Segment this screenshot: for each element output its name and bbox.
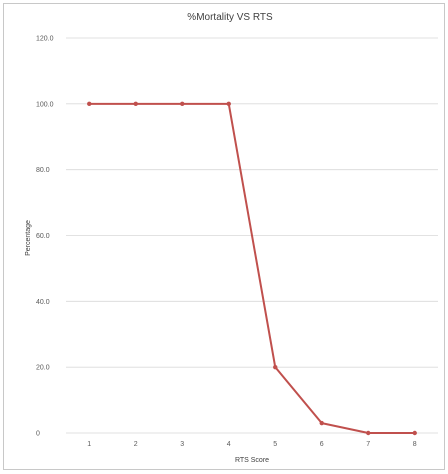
data-point [87, 101, 92, 107]
x-tick-label: 3 [180, 441, 184, 448]
x-tick-label: 7 [366, 441, 370, 448]
chart-title: %Mortality VS RTS [187, 12, 273, 23]
chart-frame [3, 3, 445, 470]
series-line [89, 102, 415, 434]
y-tick-label: 100.0 [36, 101, 54, 108]
y-tick-label: 120.0 [36, 36, 54, 43]
y-axis-ticks: 0 20.0 40.0 60.0 80.0 100.0 120.0 [36, 36, 54, 438]
y-tick-label: 80.0 [36, 167, 50, 174]
data-point [273, 364, 278, 370]
x-tick-label: 4 [227, 441, 231, 448]
series-layer [87, 101, 417, 436]
x-tick-label: 5 [273, 441, 277, 448]
data-point [133, 101, 138, 107]
y-tick-label: 0 [36, 431, 40, 438]
y-tick-label: 60.0 [36, 233, 50, 240]
data-point [366, 430, 371, 436]
x-tick-label: 8 [413, 441, 417, 448]
y-tick-label: 40.0 [36, 299, 50, 306]
data-point [319, 420, 324, 426]
data-point [180, 101, 185, 107]
x-tick-label: 1 [87, 441, 91, 448]
x-tick-label: 2 [134, 441, 138, 448]
data-point [412, 430, 417, 436]
x-axis-ticks: 1 2 3 4 5 6 7 8 [87, 441, 417, 448]
y-axis-title: Percentage [25, 220, 32, 256]
data-point [226, 101, 231, 107]
y-tick-label: 20.0 [36, 365, 50, 372]
x-tick-label: 6 [320, 441, 324, 448]
x-axis-title: RTS Score [235, 457, 269, 464]
